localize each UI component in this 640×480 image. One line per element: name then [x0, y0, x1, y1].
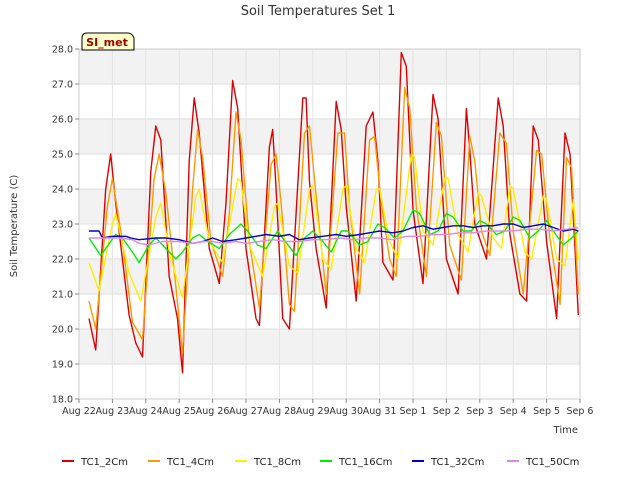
x-tick-label: Aug 23 — [96, 406, 130, 417]
y-tick-label: 19.0 — [52, 360, 73, 371]
x-tick-label: Sep 4 — [500, 406, 527, 417]
x-tick-label: Aug 25 — [162, 406, 196, 417]
y-tick-label: 21.0 — [52, 290, 73, 301]
x-tick-labels: Aug 22 Aug 23 Aug 24 Aug 25 Aug 26 Aug 27 Aug … — [62, 406, 593, 417]
plot-band — [79, 329, 580, 364]
series-line-tc1_2cm — [88, 51, 579, 374]
y-tick-label: 28.0 — [52, 45, 73, 56]
plot-band — [79, 49, 580, 84]
legend-item-tc1_32cm: TC1_32Cm — [412, 457, 484, 468]
axes — [75, 48, 581, 403]
x-tick-label: Aug 27 — [229, 406, 263, 417]
y-tick-label: 22.0 — [52, 255, 73, 266]
x-tick-label: Aug 26 — [196, 406, 230, 417]
legend-label: TC1_8Cm — [253, 457, 301, 468]
x-tick-label: Sep 6 — [567, 406, 594, 417]
plot-band — [79, 189, 580, 224]
y-tick-label: 27.0 — [52, 80, 73, 91]
legend-item-tc1_8cm: TC1_8Cm — [235, 457, 301, 468]
x-axis-label: Time — [553, 425, 578, 436]
x-tick-label: Sep 1 — [400, 406, 427, 417]
y-tick-labels: 18.0 19.0 20.0 21.0 22.0 23.0 24.0 25.0 26.0 27.0… — [52, 45, 73, 406]
legend: TC1_2Cm TC1_4Cm TC1_8Cm TC1_16Cm TC1_32Cm TC1… — [62, 457, 579, 468]
plot-band — [79, 259, 580, 294]
legend-label: TC1_16Cm — [338, 457, 392, 468]
x-tick-label: Aug 31 — [363, 406, 397, 417]
x-tick-label: Sep 5 — [533, 406, 560, 417]
station-badge: SI_met — [81, 32, 135, 51]
legend-item-tc1_50cm: TC1_50Cm — [507, 457, 579, 468]
legend-label: TC1_50Cm — [525, 457, 579, 468]
y-tick-label: 20.0 — [52, 325, 73, 336]
legend-label: TC1_32Cm — [430, 457, 484, 468]
series-line-tc1_8cm — [88, 153, 579, 302]
x-tick-label: Aug 22 — [62, 406, 96, 417]
series-lines — [88, 51, 579, 374]
x-tick-label: Aug 28 — [263, 406, 297, 417]
y-tick-label: 26.0 — [52, 115, 73, 126]
y-tick-label: 18.0 — [52, 395, 73, 406]
legend-item-tc1_2cm: TC1_2Cm — [62, 457, 128, 468]
legend-item-tc1_16cm: TC1_16Cm — [320, 457, 392, 468]
chart-title: Soil Temperatures Set 1 — [241, 4, 396, 19]
x-tick-label: Aug 24 — [129, 406, 163, 417]
y-tick-label: 24.0 — [52, 185, 73, 196]
x-tick-label: Aug 29 — [296, 406, 330, 417]
series-line-tc1_4cm — [88, 86, 579, 355]
x-tick-label: Sep 3 — [466, 406, 493, 417]
y-tick-label: 25.0 — [52, 150, 73, 161]
station-badge-label: SI_met — [86, 36, 128, 49]
legend-item-tc1_4cm: TC1_4Cm — [148, 457, 214, 468]
y-tick-label: 23.0 — [52, 220, 73, 231]
y-axis-label: Soil Temperature (C) — [9, 175, 20, 278]
series-line-tc1_32cm — [89, 223, 579, 244]
legend-label: TC1_4Cm — [166, 457, 214, 468]
legend-label: TC1_2Cm — [80, 457, 128, 468]
series-line-tc1_50cm — [89, 226, 579, 246]
x-tick-label: Sep 2 — [433, 406, 460, 417]
x-tick-label: Aug 30 — [329, 406, 363, 417]
